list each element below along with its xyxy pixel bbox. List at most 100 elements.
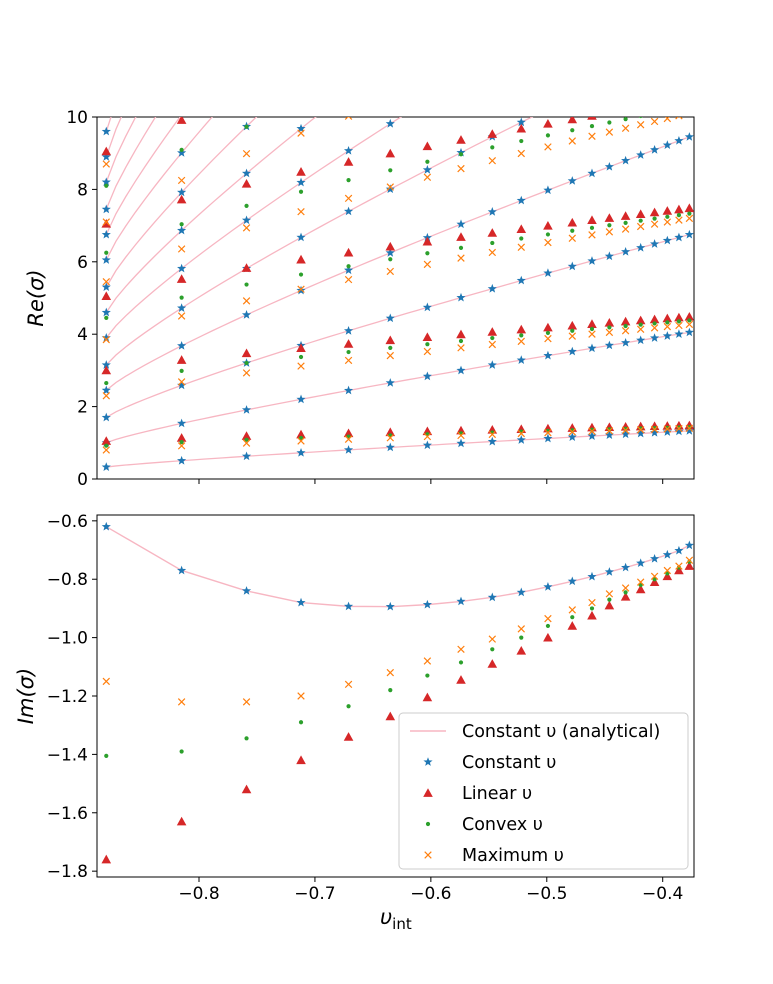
analytical-line-branch-4 — [105, 117, 534, 366]
legend-entry-2: Constant υ — [462, 753, 556, 773]
maximum-point — [544, 428, 552, 437]
constant-point — [177, 455, 187, 465]
convex-point — [388, 257, 393, 262]
constant-point — [177, 148, 187, 157]
x-tick-label: −0.4 — [642, 884, 683, 904]
maximum-im-point — [621, 584, 630, 592]
constant-point — [177, 225, 187, 235]
convex-point — [676, 319, 682, 324]
convex-point — [179, 440, 184, 445]
maximum-im-point — [544, 614, 552, 623]
maximum-im-point — [242, 698, 251, 706]
constant-point — [543, 433, 553, 443]
constant-point — [621, 337, 631, 347]
maximum-point — [663, 425, 672, 433]
convex-point — [638, 322, 643, 327]
convex-im-point — [570, 615, 575, 620]
convex-point — [676, 213, 682, 218]
top-plot-area — [101, 117, 694, 471]
convex-point — [244, 124, 249, 129]
linear-point — [296, 254, 306, 264]
linear-point — [684, 312, 694, 321]
maximum-point — [177, 312, 186, 320]
maximum-point — [544, 334, 552, 343]
constant-im-point — [543, 582, 553, 591]
linear-point — [567, 320, 578, 330]
constant-point — [241, 310, 252, 319]
linear-point — [649, 207, 660, 217]
maximum-point — [568, 428, 577, 436]
constant-point — [662, 140, 672, 149]
constant-point — [343, 265, 354, 275]
convex-point — [458, 152, 464, 157]
constant-point — [567, 261, 577, 271]
maximum-point — [675, 424, 683, 433]
x-tick-label: −0.6 — [410, 884, 451, 904]
constant-im-point — [422, 599, 432, 609]
maximum-point — [177, 378, 186, 386]
bottom-plot-area — [101, 521, 694, 864]
convex-im-point — [244, 736, 249, 741]
x-tick-label: −0.7 — [294, 884, 335, 904]
maximum-im-point — [685, 556, 694, 564]
maximum-point — [102, 446, 110, 454]
top-panel-re-sigma: 0 2 4 6 8 10 Re(σ) — [24, 108, 695, 490]
convex-point — [244, 282, 249, 287]
maximum-point — [242, 224, 251, 232]
constant-im-point — [604, 567, 614, 576]
maximum-point — [423, 260, 432, 269]
linear-im-point — [176, 816, 187, 826]
constant-point — [177, 303, 187, 312]
convex-point — [458, 338, 464, 344]
convex-point — [104, 183, 109, 188]
linear-point — [587, 215, 597, 225]
maximum-point — [242, 369, 251, 377]
linear-point — [516, 324, 527, 334]
x-axis-label-symbol: υ — [380, 905, 392, 929]
convex-point — [346, 264, 351, 269]
linear-point — [674, 204, 684, 214]
constant-im-point — [684, 540, 694, 550]
maximum-point — [605, 427, 614, 435]
constant-point — [662, 235, 672, 245]
maximum-im-point — [675, 562, 683, 570]
constant-point — [101, 177, 111, 187]
linear-point — [176, 433, 187, 442]
constant-point — [621, 155, 631, 165]
maximum-point — [636, 222, 645, 231]
constant-im-point — [587, 571, 597, 581]
constant-point — [516, 195, 526, 205]
constant-point — [101, 412, 111, 422]
legend-box — [398, 712, 689, 870]
constant-point — [422, 165, 432, 174]
linear-point — [241, 348, 252, 358]
constant-point — [241, 215, 252, 225]
constant-point — [385, 313, 395, 323]
constant-im-point — [621, 562, 631, 572]
maximum-point — [544, 238, 552, 247]
convex-point — [570, 228, 575, 233]
linear-point — [662, 313, 673, 323]
convex-point — [388, 168, 393, 173]
convex-point — [665, 320, 670, 325]
constant-point — [101, 152, 111, 161]
maximum-point — [242, 297, 251, 305]
linear-im-point — [385, 711, 396, 721]
constant-point — [343, 326, 354, 335]
linear-point — [604, 317, 615, 327]
convex-point — [179, 368, 184, 373]
convex-point — [687, 318, 692, 323]
maximum-point — [102, 392, 110, 400]
convex-point — [244, 437, 249, 442]
maximum-im-point — [102, 677, 110, 686]
constant-point — [636, 150, 646, 159]
convex-point — [298, 272, 304, 277]
linear-point — [241, 431, 252, 440]
convex-point — [676, 425, 682, 430]
maximum-point — [517, 337, 526, 346]
convex-point — [490, 240, 495, 246]
constant-point — [636, 335, 646, 345]
bottom-panel-im-sigma: −1.8 −1.6 −1.4 −1.2 −1.0 −0.8 −0.6 −0.8 −0.7 −0.6… — [14, 512, 695, 904]
convex-point — [346, 349, 351, 355]
maximum-point — [102, 160, 110, 168]
